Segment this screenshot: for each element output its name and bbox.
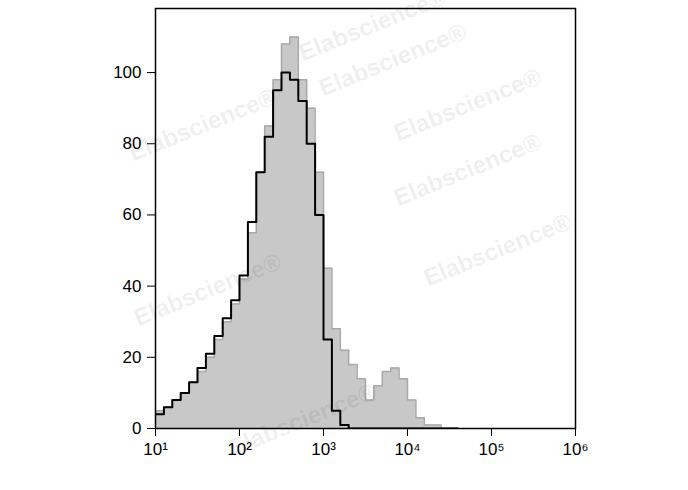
svg-text:0: 0 <box>132 419 141 438</box>
svg-text:20: 20 <box>123 348 142 367</box>
svg-text:10¹: 10¹ <box>143 440 168 459</box>
svg-text:60: 60 <box>123 205 142 224</box>
svg-text:100: 100 <box>113 63 141 82</box>
svg-text:10³: 10³ <box>311 440 336 459</box>
svg-text:40: 40 <box>123 277 142 296</box>
svg-text:80: 80 <box>123 134 142 153</box>
svg-text:10⁴: 10⁴ <box>394 440 420 459</box>
svg-text:10²: 10² <box>227 440 252 459</box>
svg-text:10⁶: 10⁶ <box>563 440 589 459</box>
svg-text:10⁵: 10⁵ <box>479 440 505 459</box>
